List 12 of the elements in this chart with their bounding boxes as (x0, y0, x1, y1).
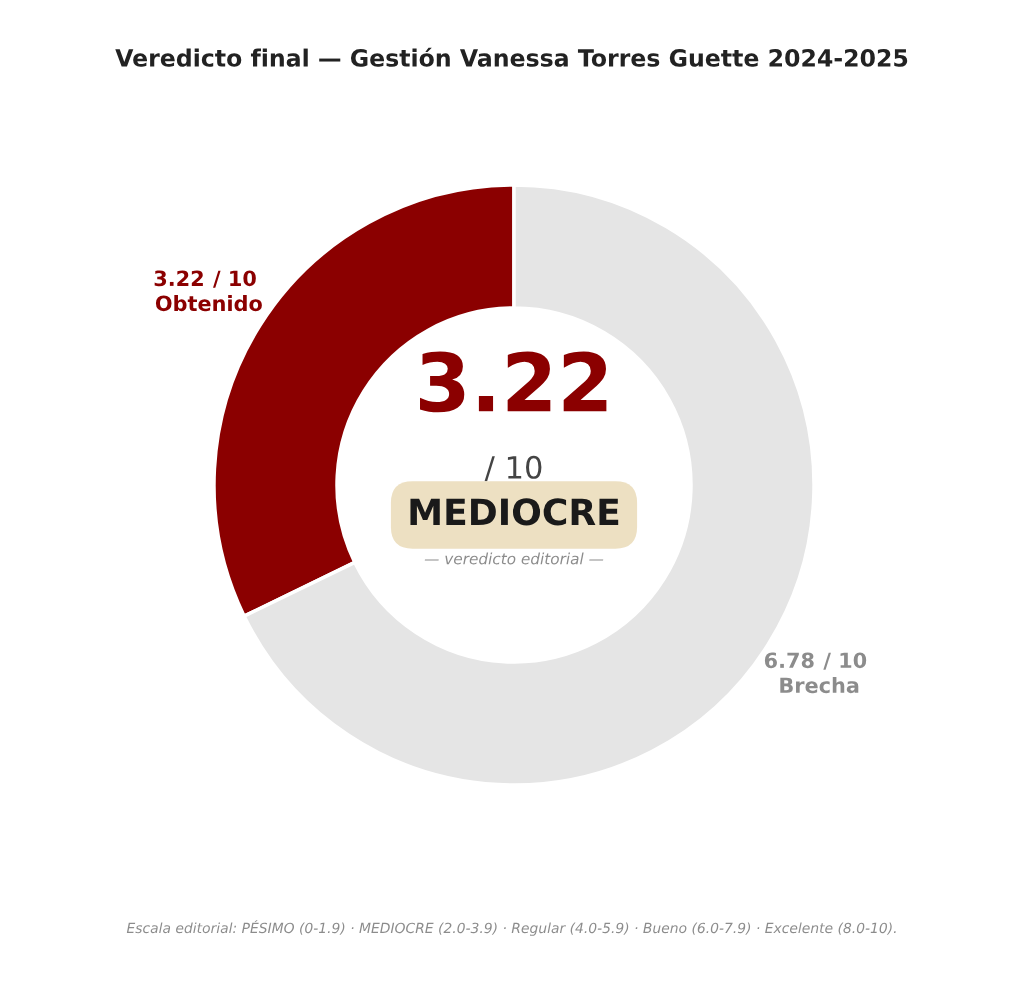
slice-label: Obtenido (155, 295, 262, 312)
text: Escala editorial: PÉSIMO (0-1.9) · MEDIOCRE (2.0-3.9) · Regular (4.0-5.9) · Bueno (6.0-7.9) · Excelente (8.0-10). (126, 920, 896, 936)
text: / 10 (213, 270, 256, 288)
data-label: 6.78 (764, 652, 814, 669)
text: / 10 (484, 455, 542, 482)
text: / 10 (823, 652, 867, 670)
slice-label: Brecha (780, 677, 859, 694)
chart-title: Veredicto final — Gestión Vanessa Torres Guette 2024-2025 (115, 47, 908, 67)
text: MEDIOCRE (410, 498, 619, 526)
text: — veredicto editorial — (424, 552, 604, 565)
text: 3.22 (420, 351, 607, 413)
data-label: 3.22 (154, 270, 203, 287)
